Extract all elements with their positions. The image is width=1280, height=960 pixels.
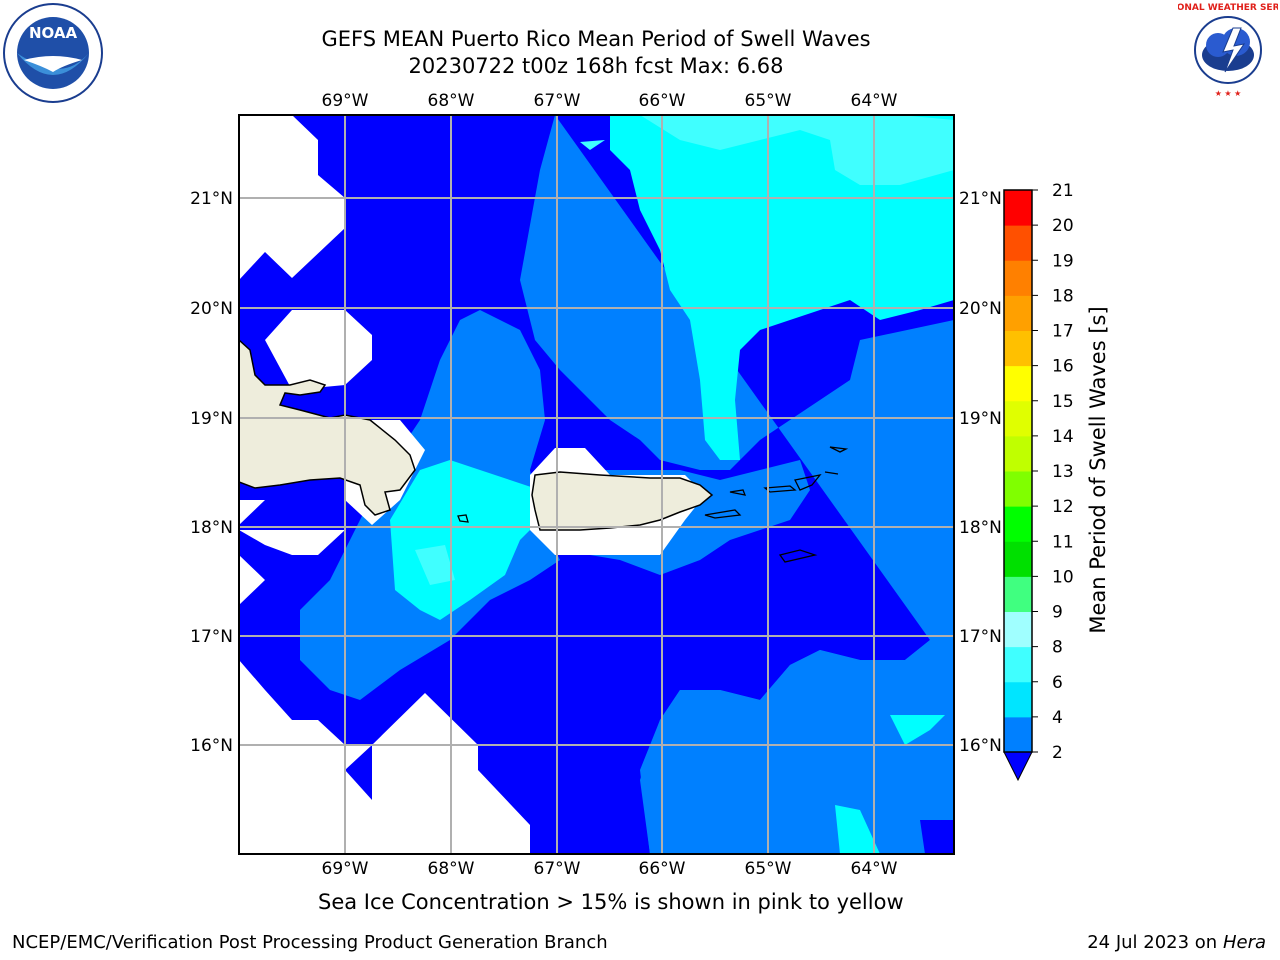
colorbar-tick-label: 13	[1052, 462, 1074, 482]
map-gridlines	[239, 115, 954, 854]
lat-label: 20°N	[190, 299, 233, 319]
lat-label: 21°N	[190, 189, 233, 209]
sea-ice-note: Sea Ice Concentration > 15% is shown in …	[318, 890, 904, 914]
colorbar-segment	[1004, 225, 1032, 261]
noaa-logo: NOAA	[3, 3, 103, 103]
chart-subtitle: 20230722 t00z 168h fcst Max: 6.68	[408, 54, 784, 78]
map-contours	[239, 115, 954, 854]
colorbar-tick-label: 16	[1052, 357, 1074, 377]
land-areas	[239, 338, 714, 531]
colorbar-tick-label: 20	[1052, 216, 1074, 236]
footer-machine: Hera	[1222, 932, 1266, 953]
noaa-logo-text: NOAA	[29, 24, 78, 42]
colorbar-tick-label: 4	[1052, 708, 1063, 728]
chart-title: GEFS MEAN Puerto Rico Mean Period of Swe…	[321, 27, 871, 51]
colorbar-tick-label: 12	[1052, 497, 1074, 517]
lat-labels-right: 21°N 20°N 19°N 18°N 17°N 16°N	[959, 189, 1002, 756]
colorbar-tick-label: 6	[1052, 673, 1063, 693]
lon-label: 69°W	[322, 859, 369, 879]
nws-logo: NATIONAL WEATHER SERVICE ★ ★ ★	[1178, 3, 1278, 98]
colorbar-segment	[1004, 435, 1032, 472]
lon-label: 66°W	[639, 91, 686, 111]
lat-label: 18°N	[959, 518, 1002, 538]
lon-labels-bottom: 69°W 68°W 67°W 66°W 65°W 64°W	[322, 859, 898, 879]
colorbar-segment	[1004, 681, 1032, 718]
colorbar-under-triangle	[1003, 751, 1033, 782]
lon-labels-top: 69°W 68°W 67°W 66°W 65°W 64°W	[322, 91, 898, 111]
lat-label: 20°N	[959, 299, 1002, 319]
colorbar-segment	[1004, 295, 1032, 331]
lat-label: 17°N	[959, 627, 1002, 647]
colorbar-segment	[1004, 716, 1032, 753]
colorbar-tick-label: 19	[1052, 251, 1074, 271]
lat-label: 19°N	[959, 409, 1002, 429]
lon-label: 69°W	[322, 91, 369, 111]
lat-label: 21°N	[959, 189, 1002, 209]
colorbar-tick-label: 11	[1052, 532, 1074, 552]
lat-labels-left: 21°N 20°N 19°N 18°N 17°N 16°N	[190, 189, 233, 756]
colorbar-tick-label: 18	[1052, 286, 1074, 306]
svg-text:★ ★ ★: ★ ★ ★	[1215, 89, 1242, 98]
colorbar-label: Mean Period of Swell Waves [s]	[1086, 306, 1110, 633]
colorbar-segment	[1004, 400, 1032, 437]
colorbar-tick-label: 15	[1052, 392, 1074, 412]
lon-label: 64°W	[851, 91, 898, 111]
footer-date: 24 Jul 2023 on Hera	[1087, 932, 1266, 953]
lon-label: 68°W	[428, 859, 475, 879]
nws-logo-text: NATIONAL WEATHER SERVICE	[1178, 3, 1278, 13]
colorbar-tick-label: 8	[1052, 638, 1063, 658]
lon-label: 65°W	[745, 91, 792, 111]
colorbar-segment	[1004, 365, 1032, 402]
contour-8-9	[640, 115, 954, 185]
colorbar-segment	[1004, 330, 1032, 367]
lon-label: 67°W	[534, 859, 581, 879]
colorbar-segment	[1004, 506, 1032, 542]
colorbar-tick-label: 17	[1052, 322, 1074, 342]
lon-label: 65°W	[745, 859, 792, 879]
lat-label: 17°N	[190, 627, 233, 647]
colorbar-segment	[1004, 611, 1032, 648]
colorbar-tick-label: 14	[1052, 427, 1074, 447]
colorbar-segment	[1004, 576, 1032, 612]
lon-label: 66°W	[639, 859, 686, 879]
colorbar-segment	[1004, 541, 1032, 577]
colorbar-segment	[1004, 646, 1032, 683]
lon-label: 67°W	[534, 91, 581, 111]
lat-label: 19°N	[190, 409, 233, 429]
lat-label: 18°N	[190, 518, 233, 538]
lon-label: 64°W	[851, 859, 898, 879]
hispaniola	[239, 338, 416, 516]
footer-credit: NCEP/EMC/Verification Post Processing Pr…	[12, 932, 608, 953]
colorbar-segment	[1004, 471, 1032, 507]
lat-label: 16°N	[959, 736, 1002, 756]
colorbar-segment	[1004, 190, 1032, 226]
footer-date-text: 24 Jul 2023 on	[1087, 932, 1223, 953]
colorbar-tick-label: 10	[1052, 567, 1074, 587]
colorbar-tick-label: 21	[1052, 181, 1074, 201]
colorbar-tick-label: 2	[1052, 743, 1063, 763]
colorbar: 2 4 6 8 9 10 11 12 13 14 15 16 17 18 19 20 21	[1003, 181, 1074, 782]
colorbar-segment	[1004, 260, 1032, 296]
lon-label: 68°W	[428, 91, 475, 111]
lat-label: 16°N	[190, 736, 233, 756]
map-frame	[238, 114, 955, 855]
colorbar-tick-label: 9	[1052, 603, 1063, 623]
contour-6-8	[610, 115, 954, 460]
